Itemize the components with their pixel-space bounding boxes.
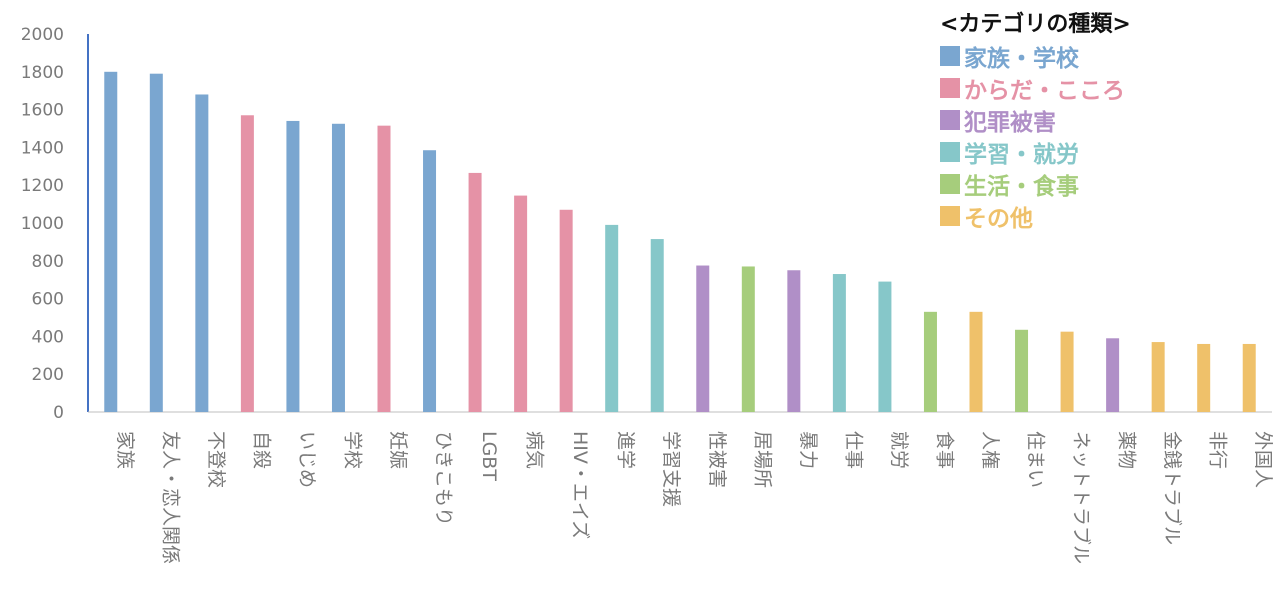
bar: [696, 265, 710, 412]
bar: [1151, 342, 1165, 412]
x-tick-label: ネットトラブル: [1070, 431, 1093, 564]
x-tick-label: 人権: [979, 431, 1001, 469]
legend-label: からだ・こころ: [964, 78, 1125, 104]
legend-swatch: [940, 78, 960, 98]
x-tick-label: 暴力: [797, 431, 819, 469]
bar: [331, 123, 345, 413]
y-tick-label: 1400: [21, 138, 64, 158]
legend-item: 犯罪被害: [940, 104, 1131, 136]
x-axis-labels: 家族 友人・恋人関係 不登校 自殺 いじめ 学校 妊娠 ひきこもり LGBT 病気 HIV・エイズ 進…: [114, 431, 1274, 564]
bar: [559, 209, 573, 412]
x-tick-label: LGBT: [478, 431, 500, 481]
y-tick-label: 200: [32, 365, 64, 385]
y-tick-label: 0: [53, 403, 64, 423]
x-tick-label: 学校: [341, 431, 363, 469]
y-tick-label: 1200: [21, 176, 64, 196]
legend-label: 家族・学校: [964, 46, 1079, 72]
bar: [240, 115, 254, 413]
legend-label: 学習・就労: [964, 142, 1079, 168]
bar: [1060, 331, 1074, 412]
x-tick-label: 食事: [933, 431, 955, 469]
y-tick-label: 400: [32, 327, 64, 347]
legend-swatch: [940, 174, 960, 194]
bar: [605, 224, 619, 412]
legend-item: 生活・食事: [940, 168, 1131, 200]
x-tick-label: 性被害: [706, 431, 728, 488]
bar: [1015, 329, 1029, 412]
x-tick-label: ひきこもり: [433, 431, 455, 526]
x-tick-label: 家族: [114, 431, 136, 469]
bar: [468, 172, 482, 412]
legend-title: <カテゴリの種類>: [940, 12, 1131, 37]
bar: [514, 195, 528, 412]
bar: [149, 73, 163, 412]
x-tick-label: 仕事: [842, 431, 864, 469]
x-tick-label: 薬物: [1116, 431, 1138, 469]
x-tick-label: 病気: [524, 431, 546, 469]
legend: <カテゴリの種類> 家族・学校からだ・こころ 犯罪被害学習・就労生活・食事その他: [940, 6, 1131, 232]
bar: [923, 311, 937, 412]
legend-label: 生活・食事: [964, 174, 1079, 200]
legend-swatch: [940, 206, 960, 226]
legend-swatch: [940, 142, 960, 162]
legend-item: 学習・就労: [940, 136, 1131, 168]
x-tick-label: 住まい: [1025, 431, 1047, 488]
legend-item: 家族・学校: [940, 40, 1131, 72]
x-tick-label: 学習支援: [660, 431, 682, 507]
x-tick-label: 不登校: [205, 431, 227, 488]
bar: [650, 239, 664, 412]
bar: [1242, 343, 1256, 412]
y-tick-label: 1000: [21, 214, 64, 234]
x-tick-label: 進学: [615, 431, 637, 469]
legend-swatch: [940, 110, 960, 130]
legend-item: からだ・こころ: [940, 72, 1131, 104]
x-tick-label: 金銭トラブル: [1161, 431, 1184, 545]
bar: [104, 71, 118, 413]
bar: [878, 281, 892, 412]
bar: [1197, 343, 1211, 412]
x-tick-label: 友人・恋人関係: [159, 431, 181, 564]
y-axis-ticks: 0 200 400 600 800 1000 1200 1400 1600 1800 2000: [21, 25, 64, 423]
bar: [787, 270, 801, 412]
bar: [832, 274, 846, 412]
x-tick-label: 自殺: [250, 431, 272, 469]
x-tick-label: HIV・エイズ: [569, 431, 591, 539]
bar: [377, 125, 391, 412]
x-tick-label: 外国人: [1252, 431, 1274, 488]
bar: [423, 150, 437, 413]
x-tick-label: いじめ: [296, 431, 318, 488]
bar: [1106, 338, 1120, 412]
x-tick-label: 非行: [1207, 431, 1229, 469]
x-tick-label: 居場所: [751, 431, 773, 488]
y-tick-label: 1600: [21, 101, 64, 121]
x-tick-label: 妊娠: [387, 431, 409, 469]
legend-swatch: [940, 46, 960, 66]
y-tick-label: 800: [32, 252, 64, 272]
bar: [969, 311, 983, 412]
legend-items: 家族・学校からだ・こころ 犯罪被害学習・就労生活・食事その他: [940, 40, 1131, 232]
bars: [104, 71, 1256, 413]
y-tick-label: 600: [32, 290, 64, 310]
y-tick-label: 1800: [21, 63, 64, 83]
y-tick-label: 2000: [21, 25, 64, 45]
legend-label: 犯罪被害: [964, 110, 1056, 136]
x-tick-label: 就労: [888, 431, 910, 469]
bar: [741, 266, 755, 412]
legend-label: その他: [964, 206, 1033, 232]
bar: [195, 94, 209, 412]
bar: [286, 120, 300, 412]
legend-item: その他: [940, 200, 1131, 232]
